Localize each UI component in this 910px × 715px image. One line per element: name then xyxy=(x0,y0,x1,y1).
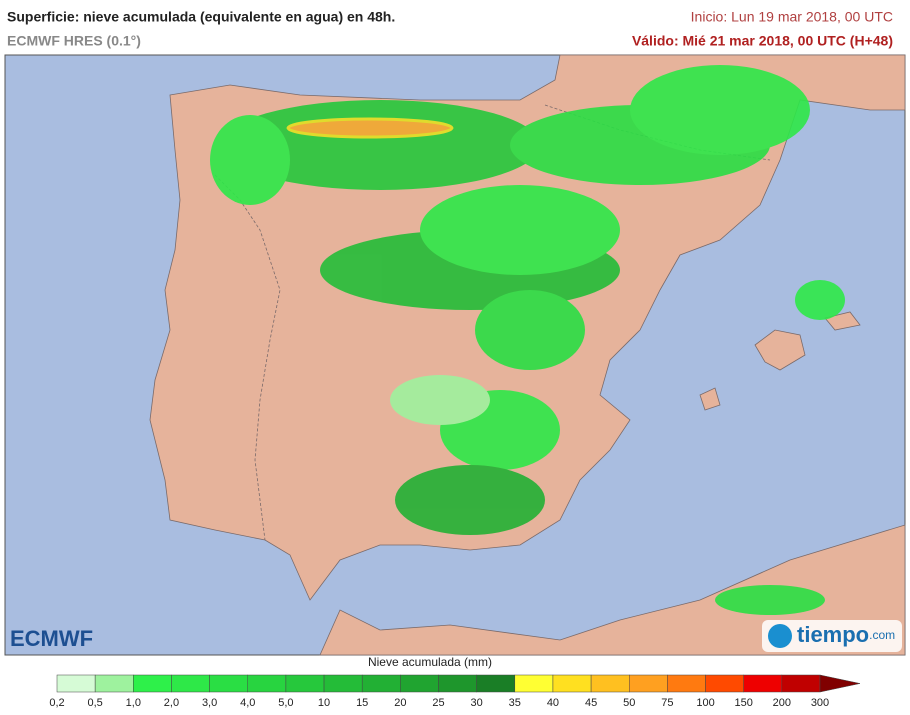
snow-area xyxy=(210,115,290,205)
legend-swatch xyxy=(629,674,668,693)
legend-swatch xyxy=(94,674,134,693)
legend-tick-label: 45 xyxy=(585,697,597,709)
logo-suffix: .com xyxy=(869,628,895,642)
legend-title: Nieve acumulada (mm) xyxy=(368,655,492,669)
legend-tick-label: 150 xyxy=(735,697,753,709)
start-time: Inicio: Lun 19 mar 2018, 00 UTC xyxy=(691,9,893,25)
legend-tick-label: 300 xyxy=(811,697,829,709)
snow-area xyxy=(390,375,490,425)
legend-tick-label: 25 xyxy=(432,697,444,709)
legend-swatch xyxy=(476,674,516,693)
snow-area xyxy=(630,65,810,155)
legend-tick-label: 15 xyxy=(356,697,368,709)
legend-tick-label: 35 xyxy=(509,697,521,709)
island-ibiza xyxy=(699,387,721,411)
legend-swatch xyxy=(361,674,401,693)
legend-tick-label: 3,0 xyxy=(202,697,217,709)
logo-ecmwf: ECMWF xyxy=(10,626,93,651)
legend-tick-label: 10 xyxy=(318,697,330,709)
island-mallorca xyxy=(754,329,806,371)
snow-field xyxy=(210,65,845,615)
legend-swatch xyxy=(438,674,477,693)
land-africa xyxy=(319,524,906,656)
legend-swatch xyxy=(285,674,325,693)
legend-swatch xyxy=(133,674,172,693)
legend-swatch xyxy=(667,674,706,693)
legend-tick-label: 40 xyxy=(547,697,559,709)
legend: 0,2 0,5 1,0 2,0 3,0 4,0 5,0 10 15 20 25 30 35 40 45 50 7… xyxy=(49,674,861,709)
legend-swatch xyxy=(552,674,592,693)
legend-swatch xyxy=(743,674,783,693)
legend-tick-label: 5,0 xyxy=(278,697,293,709)
legend-swatch xyxy=(400,674,439,693)
legend-tick-label: 2,0 xyxy=(164,697,179,709)
title: Superficie: nieve acumulada (equivalente… xyxy=(7,9,395,25)
legend-tick-label: 200 xyxy=(773,697,791,709)
valid-time: Válido: Mié 21 mar 2018, 00 UTC (H+48) xyxy=(632,33,893,49)
snow-area xyxy=(475,290,585,370)
snow-area xyxy=(395,465,545,535)
snow-area xyxy=(715,585,825,615)
logo-word: tiempo xyxy=(797,622,869,647)
snow-area xyxy=(420,185,620,275)
legend-tick-label: 30 xyxy=(471,697,483,709)
legend-swatch xyxy=(590,674,630,693)
snow-max xyxy=(286,117,454,139)
logo-icon xyxy=(768,624,792,648)
legend-tick-label: 20 xyxy=(394,697,406,709)
legend-tick-label: 0,5 xyxy=(88,697,103,709)
snow-area xyxy=(795,280,845,320)
legend-swatch xyxy=(171,674,210,693)
legend-tick-label: 4,0 xyxy=(240,697,255,709)
legend-swatch xyxy=(247,674,287,693)
legend-arrow xyxy=(819,674,861,693)
border-portugal xyxy=(214,174,281,541)
legend-tick-label: 1,0 xyxy=(126,697,141,709)
model: ECMWF HRES (0.1°) xyxy=(7,33,141,49)
legend-swatch xyxy=(323,674,363,693)
legend-tick-label: 75 xyxy=(661,697,673,709)
legend-swatch xyxy=(705,674,744,693)
legend-swatch xyxy=(209,674,249,693)
logo-tiempo: tiempo.com xyxy=(797,622,895,647)
legend-tick-label: 0,2 xyxy=(49,697,64,709)
legend-swatch xyxy=(56,674,96,693)
logo-box xyxy=(762,620,902,652)
legend-tick-label: 50 xyxy=(623,697,635,709)
legend-swatch xyxy=(514,674,554,693)
legend-swatch xyxy=(781,674,821,693)
legend-tick-label: 100 xyxy=(696,697,714,709)
